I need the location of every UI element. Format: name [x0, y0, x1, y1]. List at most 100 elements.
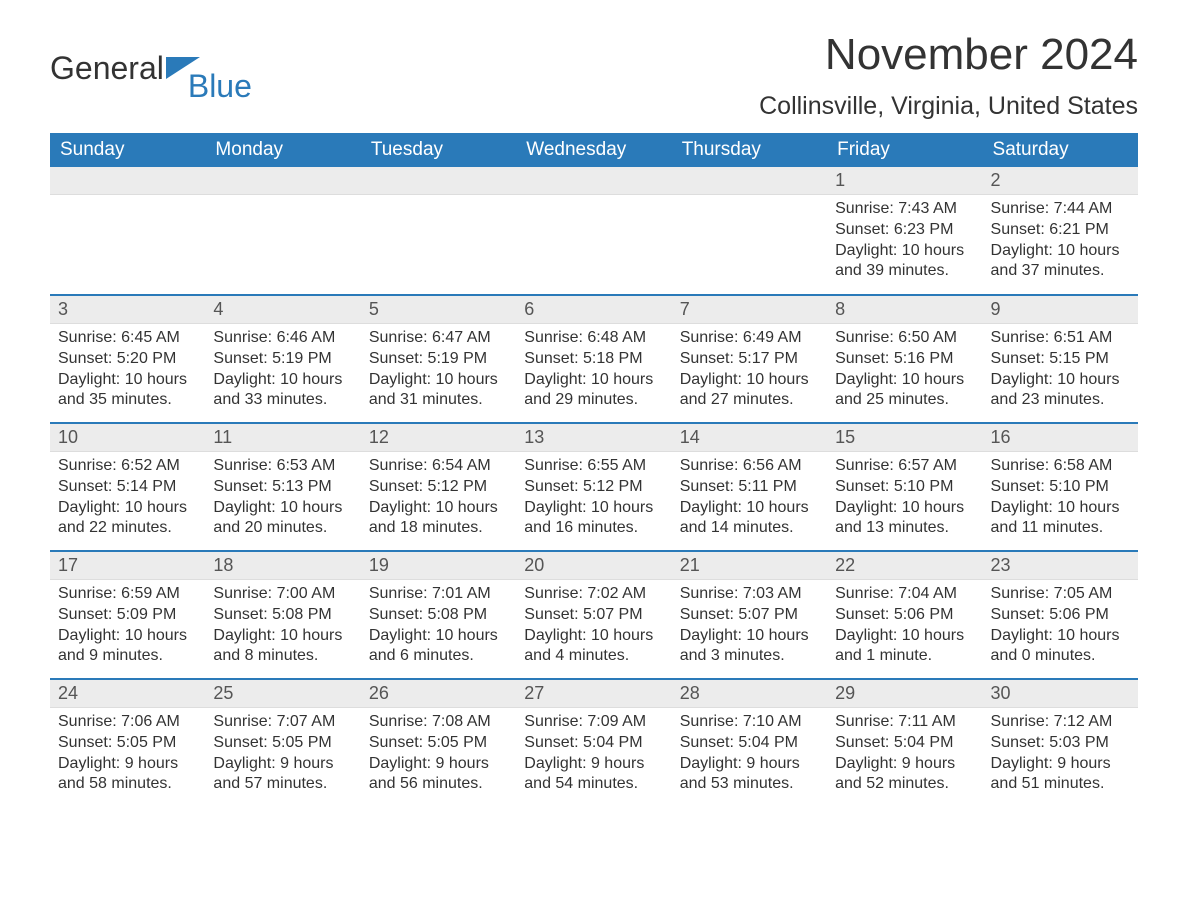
day-data: Sunrise: 7:07 AMSunset: 5:05 PMDaylight:… [205, 708, 360, 803]
calendar-day-cell: 10Sunrise: 6:52 AMSunset: 5:14 PMDayligh… [50, 423, 205, 551]
sunset-text: Sunset: 5:07 PM [680, 605, 819, 626]
brand-part2: Blue [188, 68, 252, 105]
calendar-day-cell: 29Sunrise: 7:11 AMSunset: 5:04 PMDayligh… [827, 679, 982, 807]
day-data: Sunrise: 6:59 AMSunset: 5:09 PMDaylight:… [50, 580, 205, 675]
day-number: 29 [827, 680, 982, 708]
day-data: Sunrise: 6:54 AMSunset: 5:12 PMDaylight:… [361, 452, 516, 547]
daylight-text: Daylight: 9 hours and 53 minutes. [680, 754, 819, 796]
sunset-text: Sunset: 5:15 PM [991, 349, 1130, 370]
day-data: Sunrise: 6:53 AMSunset: 5:13 PMDaylight:… [205, 452, 360, 547]
calendar-week-row: 24Sunrise: 7:06 AMSunset: 5:05 PMDayligh… [50, 679, 1138, 807]
sunrise-text: Sunrise: 6:50 AM [835, 328, 974, 349]
daylight-text: Daylight: 9 hours and 51 minutes. [991, 754, 1130, 796]
sunrise-text: Sunrise: 7:05 AM [991, 584, 1130, 605]
day-data: Sunrise: 7:08 AMSunset: 5:05 PMDaylight:… [361, 708, 516, 803]
sunset-text: Sunset: 5:04 PM [680, 733, 819, 754]
sunrise-text: Sunrise: 6:46 AM [213, 328, 352, 349]
calendar-day-cell: 5Sunrise: 6:47 AMSunset: 5:19 PMDaylight… [361, 295, 516, 423]
day-number: 6 [516, 296, 671, 324]
calendar-day-cell: 9Sunrise: 6:51 AMSunset: 5:15 PMDaylight… [983, 295, 1138, 423]
daylight-text: Daylight: 10 hours and 14 minutes. [680, 498, 819, 540]
day-number: 20 [516, 552, 671, 580]
calendar-day-cell: 4Sunrise: 6:46 AMSunset: 5:19 PMDaylight… [205, 295, 360, 423]
calendar-table: SundayMondayTuesdayWednesdayThursdayFrid… [50, 133, 1138, 807]
day-data: Sunrise: 6:47 AMSunset: 5:19 PMDaylight:… [361, 324, 516, 419]
day-number: 2 [983, 167, 1138, 195]
calendar-day-cell [672, 167, 827, 295]
sunset-text: Sunset: 6:23 PM [835, 220, 974, 241]
day-data: Sunrise: 6:50 AMSunset: 5:16 PMDaylight:… [827, 324, 982, 419]
header: General Blue November 2024 Collinsville,… [50, 30, 1138, 121]
sunset-text: Sunset: 5:04 PM [524, 733, 663, 754]
daylight-text: Daylight: 10 hours and 11 minutes. [991, 498, 1130, 540]
calendar-day-cell: 25Sunrise: 7:07 AMSunset: 5:05 PMDayligh… [205, 679, 360, 807]
daylight-text: Daylight: 10 hours and 8 minutes. [213, 626, 352, 668]
sunrise-text: Sunrise: 6:54 AM [369, 456, 508, 477]
day-data: Sunrise: 7:12 AMSunset: 5:03 PMDaylight:… [983, 708, 1138, 803]
sunset-text: Sunset: 5:19 PM [369, 349, 508, 370]
sunset-text: Sunset: 5:10 PM [991, 477, 1130, 498]
day-data: Sunrise: 6:57 AMSunset: 5:10 PMDaylight:… [827, 452, 982, 547]
sunset-text: Sunset: 5:18 PM [524, 349, 663, 370]
day-number: 18 [205, 552, 360, 580]
day-number: 17 [50, 552, 205, 580]
day-number: 9 [983, 296, 1138, 324]
daylight-text: Daylight: 10 hours and 6 minutes. [369, 626, 508, 668]
sunrise-text: Sunrise: 7:04 AM [835, 584, 974, 605]
day-number [361, 167, 516, 195]
day-data: Sunrise: 6:51 AMSunset: 5:15 PMDaylight:… [983, 324, 1138, 419]
daylight-text: Daylight: 10 hours and 31 minutes. [369, 370, 508, 412]
daylight-text: Daylight: 10 hours and 25 minutes. [835, 370, 974, 412]
location-subtitle: Collinsville, Virginia, United States [759, 92, 1138, 121]
sunrise-text: Sunrise: 7:00 AM [213, 584, 352, 605]
sunrise-text: Sunrise: 6:52 AM [58, 456, 197, 477]
calendar-day-cell [205, 167, 360, 295]
brand-part1: General [50, 50, 164, 87]
daylight-text: Daylight: 10 hours and 37 minutes. [991, 241, 1130, 283]
calendar-day-cell: 7Sunrise: 6:49 AMSunset: 5:17 PMDaylight… [672, 295, 827, 423]
sunrise-text: Sunrise: 7:08 AM [369, 712, 508, 733]
sunrise-text: Sunrise: 7:09 AM [524, 712, 663, 733]
sunset-text: Sunset: 5:19 PM [213, 349, 352, 370]
page-title: November 2024 [759, 30, 1138, 80]
daylight-text: Daylight: 10 hours and 35 minutes. [58, 370, 197, 412]
calendar-day-cell: 11Sunrise: 6:53 AMSunset: 5:13 PMDayligh… [205, 423, 360, 551]
day-data: Sunrise: 7:09 AMSunset: 5:04 PMDaylight:… [516, 708, 671, 803]
day-data: Sunrise: 7:06 AMSunset: 5:05 PMDaylight:… [50, 708, 205, 803]
day-number: 28 [672, 680, 827, 708]
calendar-day-cell: 1Sunrise: 7:43 AMSunset: 6:23 PMDaylight… [827, 167, 982, 295]
day-data: Sunrise: 7:05 AMSunset: 5:06 PMDaylight:… [983, 580, 1138, 675]
day-number: 15 [827, 424, 982, 452]
daylight-text: Daylight: 10 hours and 3 minutes. [680, 626, 819, 668]
sunset-text: Sunset: 5:05 PM [369, 733, 508, 754]
daylight-text: Daylight: 10 hours and 20 minutes. [213, 498, 352, 540]
sunset-text: Sunset: 5:06 PM [835, 605, 974, 626]
day-data: Sunrise: 6:58 AMSunset: 5:10 PMDaylight:… [983, 452, 1138, 547]
sunrise-text: Sunrise: 7:01 AM [369, 584, 508, 605]
calendar-day-cell: 21Sunrise: 7:03 AMSunset: 5:07 PMDayligh… [672, 551, 827, 679]
calendar-week-row: 17Sunrise: 6:59 AMSunset: 5:09 PMDayligh… [50, 551, 1138, 679]
day-number: 10 [50, 424, 205, 452]
calendar-day-cell: 23Sunrise: 7:05 AMSunset: 5:06 PMDayligh… [983, 551, 1138, 679]
calendar-day-cell: 30Sunrise: 7:12 AMSunset: 5:03 PMDayligh… [983, 679, 1138, 807]
day-data: Sunrise: 6:49 AMSunset: 5:17 PMDaylight:… [672, 324, 827, 419]
calendar-day-cell [361, 167, 516, 295]
day-data: Sunrise: 6:46 AMSunset: 5:19 PMDaylight:… [205, 324, 360, 419]
sunrise-text: Sunrise: 7:43 AM [835, 199, 974, 220]
sunrise-text: Sunrise: 7:10 AM [680, 712, 819, 733]
daylight-text: Daylight: 9 hours and 56 minutes. [369, 754, 508, 796]
sunset-text: Sunset: 5:05 PM [58, 733, 197, 754]
sunset-text: Sunset: 5:08 PM [213, 605, 352, 626]
sunrise-text: Sunrise: 6:59 AM [58, 584, 197, 605]
day-data: Sunrise: 6:55 AMSunset: 5:12 PMDaylight:… [516, 452, 671, 547]
daylight-text: Daylight: 10 hours and 9 minutes. [58, 626, 197, 668]
day-header: Thursday [672, 133, 827, 167]
day-number: 24 [50, 680, 205, 708]
day-header: Monday [205, 133, 360, 167]
calendar-day-cell: 16Sunrise: 6:58 AMSunset: 5:10 PMDayligh… [983, 423, 1138, 551]
calendar-day-cell: 17Sunrise: 6:59 AMSunset: 5:09 PMDayligh… [50, 551, 205, 679]
day-number: 30 [983, 680, 1138, 708]
calendar-week-row: 10Sunrise: 6:52 AMSunset: 5:14 PMDayligh… [50, 423, 1138, 551]
sunrise-text: Sunrise: 6:45 AM [58, 328, 197, 349]
daylight-text: Daylight: 10 hours and 16 minutes. [524, 498, 663, 540]
